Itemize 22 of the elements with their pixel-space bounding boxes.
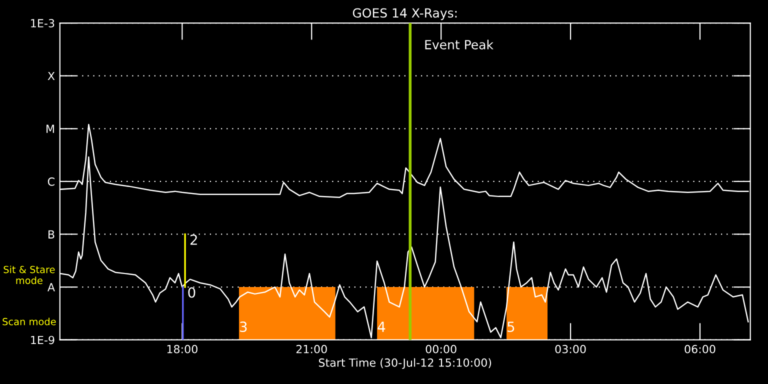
y-tick-label: X xyxy=(48,72,55,80)
text: Sit & Stare mode xyxy=(4,266,55,284)
series-label: 4 xyxy=(378,322,386,332)
x-tick-label: 18:00 xyxy=(167,344,198,354)
x-tick-label: 03:00 xyxy=(555,344,586,354)
x-tick-label: 06:00 xyxy=(684,344,716,354)
chart-title: GOES 14 X-Rays: xyxy=(352,8,457,20)
text: Scan mode xyxy=(2,318,56,326)
x-tick-label: 21:00 xyxy=(296,344,327,354)
ref-line-label: Event Peak xyxy=(425,40,494,50)
y-tick-label: 1E-9 xyxy=(31,336,54,344)
y-tick-label: A xyxy=(48,283,55,292)
series-label: 3 xyxy=(240,322,247,332)
series-label: 5 xyxy=(508,322,514,332)
x-tick-label: 00:00 xyxy=(426,344,456,354)
series-label: 0 xyxy=(188,287,196,298)
y-tick-label: M xyxy=(46,124,54,133)
x-axis-title: Start Time (30-Jul-12 15:10:00) xyxy=(318,358,492,369)
y-tick-label: C xyxy=(48,177,54,186)
y-tick-label: B xyxy=(48,230,54,238)
series-label: 2 xyxy=(190,234,197,245)
y-tick-label: 1E-3 xyxy=(31,19,54,28)
